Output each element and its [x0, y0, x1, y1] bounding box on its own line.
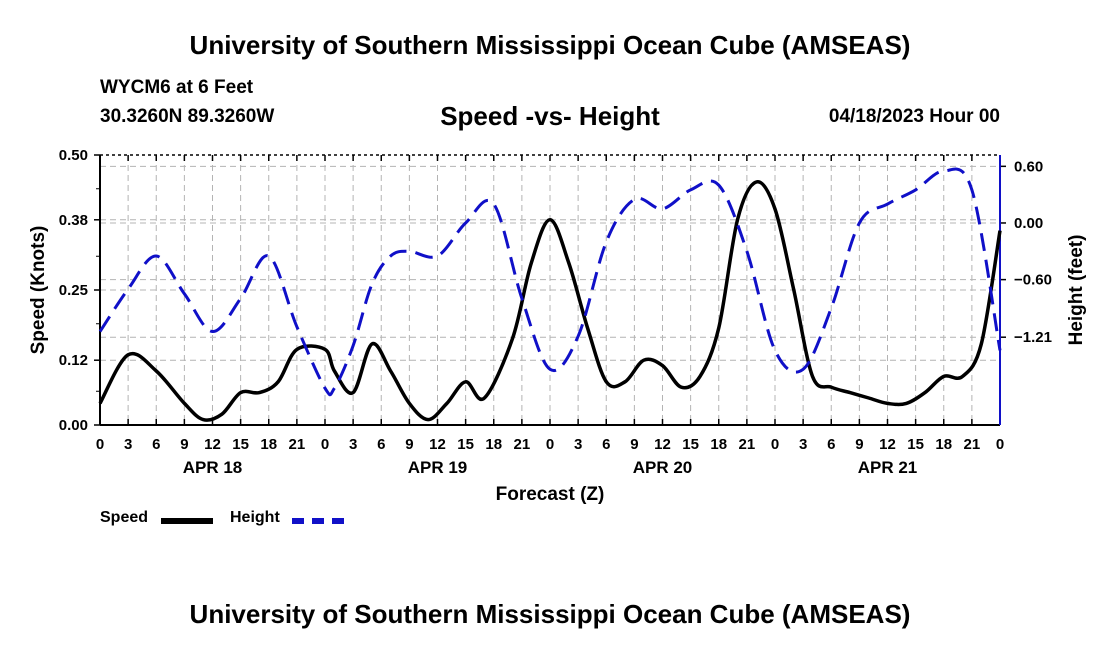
x-tick-label: 18	[935, 436, 952, 453]
x-tick-label: 18	[485, 436, 502, 453]
y2-axis-title: Height (feet)	[1066, 235, 1087, 346]
x-tick-label: 18	[710, 436, 727, 453]
y-tick-label: 0.12	[59, 352, 88, 369]
height-series-line	[98, 167, 1002, 397]
legend-speed-label: Speed	[100, 509, 149, 526]
station-coordinates: 30.3260N 89.3260W	[100, 106, 275, 127]
x-tick-label: 12	[204, 436, 221, 453]
x-tick-label: 6	[602, 436, 610, 453]
x-tick-label: 9	[405, 436, 413, 453]
y2-tick-label: −0.60	[1014, 272, 1052, 289]
x-tick-label: 9	[630, 436, 638, 453]
day-label: APR 20	[633, 458, 693, 477]
x-tick-label: 18	[260, 436, 277, 453]
page-title: University of Southern Mississippi Ocean…	[189, 30, 911, 60]
legend-height-swatch	[292, 518, 344, 524]
x-tick-label: 3	[349, 436, 357, 453]
speed-series-line	[98, 180, 1002, 422]
x-tick-label: 9	[180, 436, 188, 453]
x-tick-label: 21	[964, 436, 981, 453]
speed-height-chart: 0 3 6 9 12 15 18 21 0 3 6 9 12 15 18 21 0 3 6 9 12 15 18 21 0 3 6 9…	[28, 147, 1087, 505]
y-tick-label: 0.25	[59, 282, 88, 299]
x-tick-label: 15	[232, 436, 249, 453]
x-tick-label: 15	[907, 436, 924, 453]
day-label: APR 21	[858, 458, 918, 477]
x-tick-label: 12	[429, 436, 446, 453]
x-tick-label: 6	[827, 436, 835, 453]
x-tick-label: 3	[799, 436, 807, 453]
legend-height-label: Height	[230, 509, 280, 526]
x-tick-label: 6	[377, 436, 385, 453]
x-tick-label: 3	[124, 436, 132, 453]
footer-title: University of Southern Mississippi Ocean…	[189, 599, 911, 629]
x-axis-title: Forecast (Z)	[496, 484, 605, 505]
x-tick-label: 12	[879, 436, 896, 453]
x-tick-label: 0	[96, 436, 104, 453]
chart-title: Speed -vs- Height	[440, 101, 660, 131]
y-tick-label: 0.00	[59, 417, 88, 434]
x-tick-label: 3	[574, 436, 582, 453]
legend-speed-swatch	[161, 518, 213, 524]
x-tick-label: 6	[152, 436, 160, 453]
day-label: APR 19	[408, 458, 468, 477]
y2-tick-label: 0.00	[1014, 215, 1043, 232]
x-tick-label: 21	[514, 436, 531, 453]
y-tick-label: 0.38	[59, 212, 88, 229]
x-tick-label: 0	[546, 436, 554, 453]
x-tick-label: 12	[654, 436, 671, 453]
y-tick-label: 0.50	[59, 147, 88, 164]
y2-tick-label: −1.21	[1014, 329, 1052, 346]
day-label: APR 18	[183, 458, 243, 477]
x-tick-label: 21	[739, 436, 756, 453]
station-name: WYCM6 at 6 Feet	[100, 77, 254, 98]
x-tick-label: 21	[289, 436, 306, 453]
y-axis-title: Speed (Knots)	[28, 226, 49, 355]
x-tick-label: 0	[996, 436, 1004, 453]
x-tick-label: 9	[855, 436, 863, 453]
x-tick-label: 0	[771, 436, 779, 453]
y2-tick-label: 0.60	[1014, 158, 1043, 175]
x-tick-label: 0	[321, 436, 329, 453]
x-tick-label: 15	[682, 436, 699, 453]
forecast-date: 04/18/2023 Hour 00	[828, 106, 1000, 127]
x-tick-label: 15	[457, 436, 474, 453]
